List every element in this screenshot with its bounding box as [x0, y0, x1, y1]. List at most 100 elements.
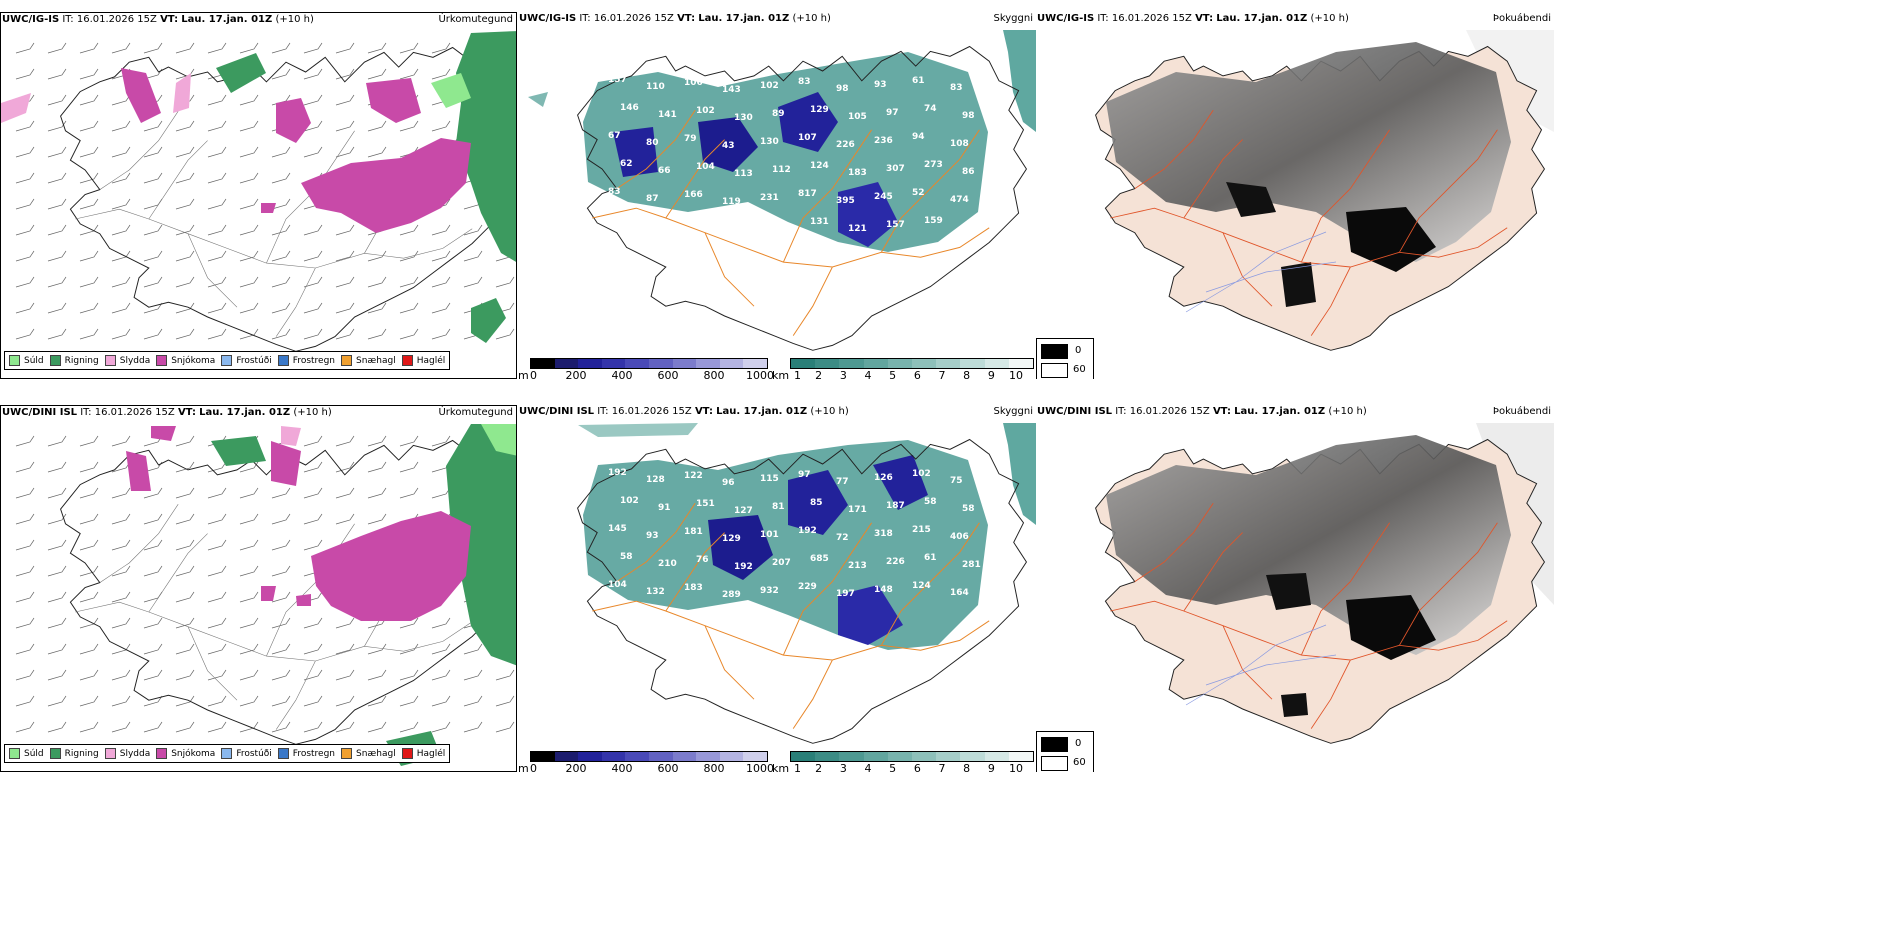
- cloudbase-value-label: 86: [962, 167, 975, 177]
- wind-barb: [15, 695, 35, 707]
- wind-barb: [271, 513, 291, 525]
- legend-item: Súld: [9, 748, 44, 759]
- wind-barb: [271, 539, 291, 551]
- precip-type-map: [1, 31, 516, 352]
- wind-barb: [47, 695, 67, 707]
- wind-barb: [303, 120, 323, 132]
- colorbar-segment: [887, 752, 913, 761]
- wind-barb: [335, 94, 355, 106]
- colorbar-tick-label: 9: [987, 369, 995, 379]
- wind-barb: [367, 42, 387, 54]
- wind-barb: [47, 435, 67, 447]
- cloudbase-value-label: 289: [722, 590, 741, 600]
- cloudbase-value-label: 139: [962, 223, 981, 233]
- cloudbase-value-label: 74: [924, 104, 937, 114]
- wind-barb: [15, 617, 35, 629]
- wind-barb: [79, 172, 99, 184]
- colorbar-segment: [791, 359, 816, 368]
- colorbar-segment: [625, 359, 649, 368]
- wind-barb: [303, 94, 323, 106]
- wind-barb: [143, 42, 163, 54]
- wind-barb: [367, 302, 387, 314]
- wind-barb: [79, 435, 99, 447]
- cloudbase-value-label: 98: [836, 84, 849, 94]
- cloudbase-value-label: 129: [722, 534, 741, 544]
- panel-title: UWC/IG-IS IT: 16.01.2026 15Z VT: Lau. 17…: [2, 14, 314, 25]
- cloudbase-value-label: 197: [836, 589, 855, 599]
- cloudbase-value-label: 171: [848, 505, 867, 515]
- wind-barb: [207, 487, 227, 499]
- legend-item: Snæhagl: [341, 748, 396, 759]
- wind-barb: [463, 224, 483, 236]
- cloudbase-value-label: 395: [836, 196, 855, 206]
- wind-barb: [303, 328, 323, 340]
- wind-barb: [79, 146, 99, 158]
- wind-barb: [495, 669, 515, 681]
- wind-barb: [303, 435, 323, 447]
- colorbar-segment: [1008, 359, 1034, 368]
- wind-barb: [15, 302, 35, 314]
- cloudbase-value-label: 102: [912, 469, 931, 479]
- wind-barb: [15, 42, 35, 54]
- wind-barb: [431, 224, 451, 236]
- wind-barb: [143, 591, 163, 603]
- wind-barb: [271, 42, 291, 54]
- legend-item: Slydda: [104, 748, 150, 759]
- fog-indicator-panel-top: UWC/IG-IS IT: 16.01.2026 15Z VT: Lau. 17…: [1036, 12, 1554, 379]
- cloudbase-value-label: 62: [620, 159, 633, 169]
- wind-barb: [271, 146, 291, 158]
- legend-label: Frostregn: [292, 355, 336, 366]
- wind-barb: [335, 328, 355, 340]
- colorbar-tick-label: 1000: [746, 369, 774, 379]
- colorbar-segment: [601, 752, 626, 761]
- wind-barb: [47, 565, 67, 577]
- cloudbase-value-label: 110: [646, 82, 665, 92]
- colorbar-segment: [936, 752, 961, 761]
- wind-barb: [239, 461, 259, 473]
- cloudbase-value-label: 80: [646, 138, 659, 148]
- panel-variable-name: Úrkomutegund: [438, 14, 513, 25]
- wind-barb: [79, 250, 99, 262]
- wind-barb: [207, 198, 227, 210]
- wind-barb: [47, 643, 67, 655]
- wind-barb: [175, 539, 195, 551]
- wind-barb: [15, 328, 35, 340]
- panel-title: UWC/IG-IS IT: 16.01.2026 15Z VT: Lau. 17…: [519, 13, 831, 24]
- cloudbase-value-label: 93: [874, 80, 887, 90]
- wind-barb: [303, 643, 323, 655]
- cloudbase-value-label: 94: [912, 132, 925, 142]
- wind-barb: [15, 721, 35, 733]
- wind-barb: [463, 276, 483, 288]
- wind-barb: [463, 695, 483, 707]
- cloudbase-value-label: 213: [848, 561, 867, 571]
- wind-barb: [15, 591, 35, 603]
- wind-barb: [111, 617, 131, 629]
- cloudbase-value-label: 83: [608, 187, 621, 197]
- fog-map: [1095, 30, 1554, 351]
- wind-barb: [111, 224, 131, 236]
- legend-item: Frostúði: [221, 748, 272, 759]
- wind-barb: [79, 539, 99, 551]
- cloudbase-value-label: 817: [798, 189, 817, 199]
- cloudbase-value-label: 97: [798, 470, 811, 480]
- cloudbase-value-label: 124: [810, 161, 829, 171]
- wind-barb: [431, 695, 451, 707]
- cloudbase-value-label: 102: [696, 106, 715, 116]
- wind-barb: [79, 224, 99, 236]
- wind-barb: [271, 695, 291, 707]
- wind-barb: [175, 669, 195, 681]
- cloudbase-value-label: 81: [772, 502, 785, 512]
- cloudbase-value-label: 210: [658, 559, 677, 569]
- cloudbase-value-label: 124: [912, 581, 931, 591]
- legend-label: Snæhagl: [356, 355, 396, 366]
- wind-barb: [47, 276, 67, 288]
- wind-barb: [175, 643, 195, 655]
- wind-barb: [431, 328, 451, 340]
- wind-barb: [47, 198, 67, 210]
- wind-barb: [207, 250, 227, 262]
- legend-swatch: [156, 748, 168, 759]
- colorbar-segment: [984, 359, 1009, 368]
- cloudbase-visibility-panel-top: UWC/IG-IS IT: 16.01.2026 15Z VT: Lau. 17…: [518, 12, 1036, 379]
- wind-barb: [271, 591, 291, 603]
- colorbar-segment: [696, 359, 720, 368]
